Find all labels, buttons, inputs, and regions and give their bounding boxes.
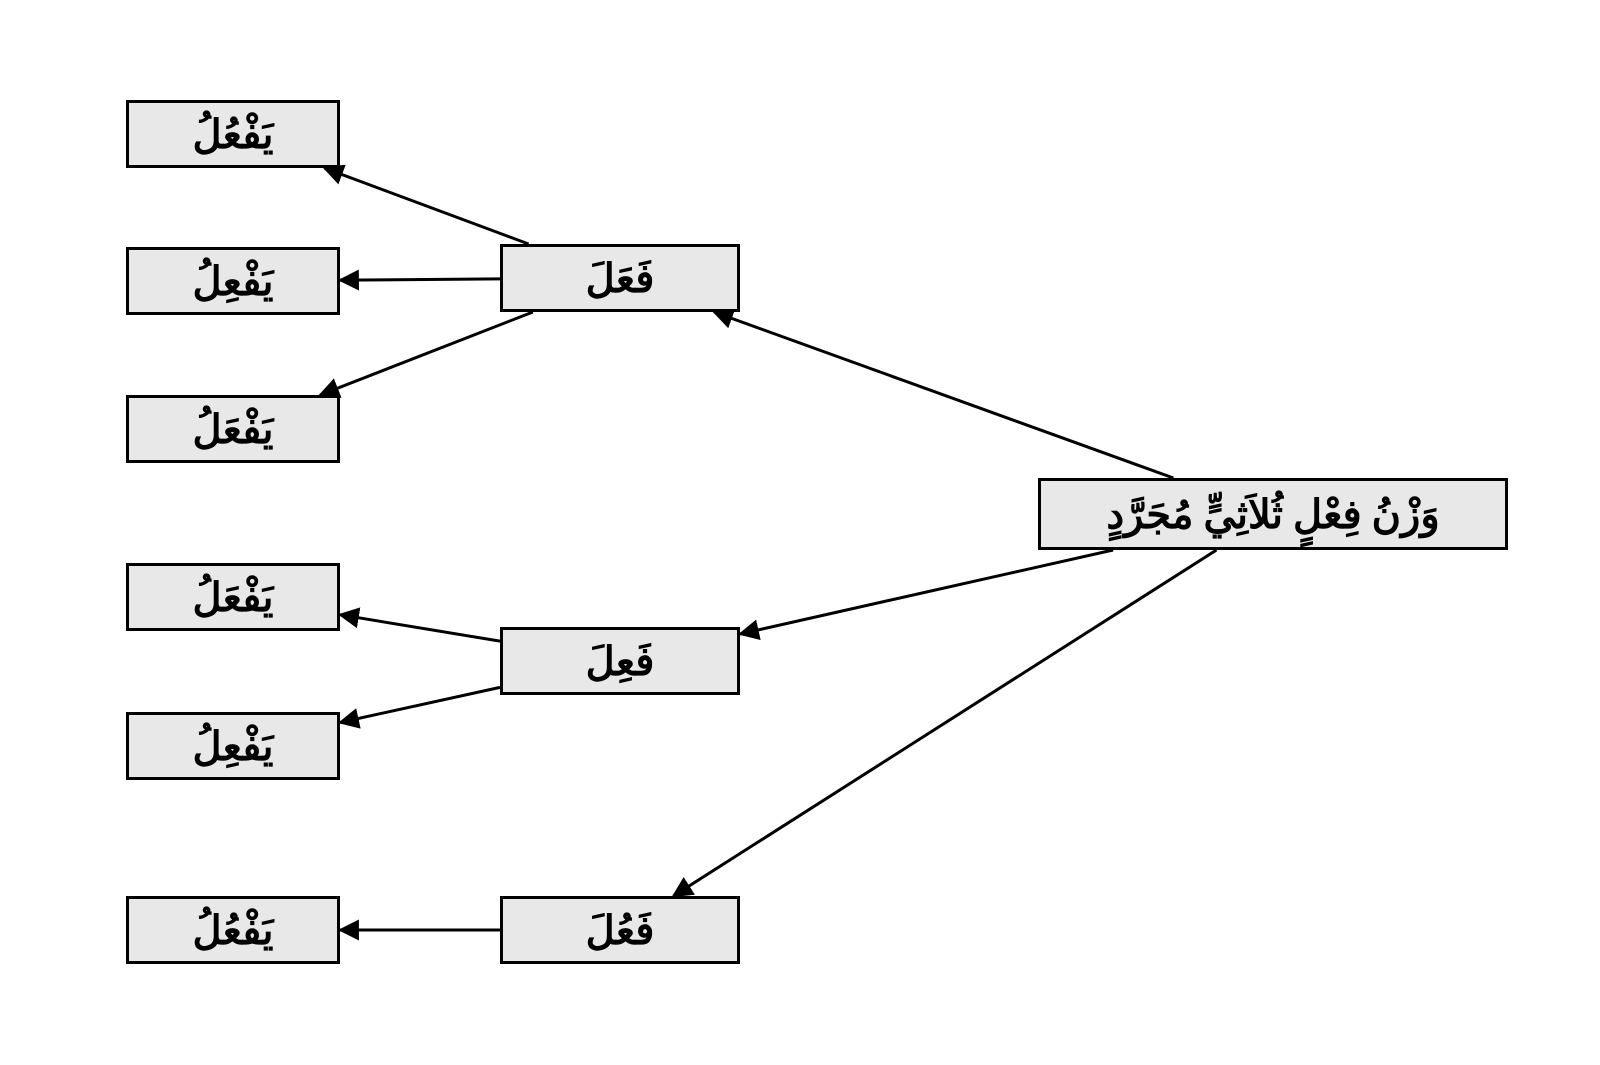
node-leaf1: يَفْعُلُ xyxy=(126,100,340,168)
node-root-label: وَزْنُ فِعْلٍ ثُلاَثِيٍّ مُجَرَّدٍ xyxy=(1106,491,1439,538)
node-leaf5-label: يَفْعِلُ xyxy=(193,723,274,770)
diagram-stage: وَزْنُ فِعْلٍ ثُلاَثِيٍّ مُجَرَّدٍ فَعَل… xyxy=(0,0,1600,1065)
node-leaf6-label: يَفْعُلُ xyxy=(193,907,274,954)
node-leaf3-label: يَفْعَلُ xyxy=(193,406,274,453)
node-mid2-label: فَعِلَ xyxy=(586,638,655,685)
node-leaf5: يَفْعِلُ xyxy=(126,712,340,780)
node-mid1: فَعَلَ xyxy=(500,244,740,312)
node-mid2: فَعِلَ xyxy=(500,627,740,695)
node-mid3-label: فَعُلَ xyxy=(586,907,655,954)
node-root: وَزْنُ فِعْلٍ ثُلاَثِيٍّ مُجَرَّدٍ xyxy=(1038,478,1508,550)
node-leaf4: يَفْعَلُ xyxy=(126,563,340,631)
node-mid1-label: فَعَلَ xyxy=(586,255,655,302)
node-leaf3: يَفْعَلُ xyxy=(126,395,340,463)
node-leaf2: يَفْعِلُ xyxy=(126,247,340,315)
node-mid3: فَعُلَ xyxy=(500,896,740,964)
node-leaf2-label: يَفْعِلُ xyxy=(193,258,274,305)
node-leaf6: يَفْعُلُ xyxy=(126,896,340,964)
node-leaf4-label: يَفْعَلُ xyxy=(193,574,274,621)
node-leaf1-label: يَفْعُلُ xyxy=(193,111,274,158)
